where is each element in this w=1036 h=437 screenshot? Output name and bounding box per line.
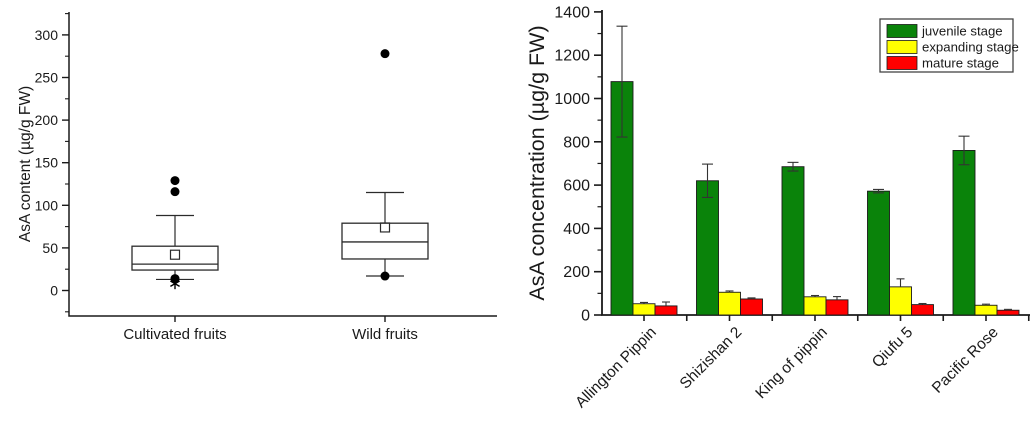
bar-expanding-5 bbox=[974, 304, 998, 316]
y-tick-label: 1400 bbox=[554, 4, 590, 21]
bar-expanding-2 bbox=[718, 291, 741, 316]
y-tick-label: 800 bbox=[563, 134, 590, 151]
bar-juvenile-5 bbox=[952, 150, 976, 316]
y-tick-label: 100 bbox=[35, 197, 59, 213]
bar-juvenile-3 bbox=[781, 166, 805, 316]
mean-marker bbox=[169, 249, 181, 260]
extreme-star-marker bbox=[170, 278, 180, 290]
bar-juvenile-4 bbox=[867, 190, 890, 316]
y-tick-label: 200 bbox=[35, 112, 59, 128]
y-tick-label: 200 bbox=[563, 264, 590, 281]
outlier-dot bbox=[380, 49, 390, 59]
legend-label: expanding stage bbox=[922, 40, 1019, 55]
y-tick-label: 600 bbox=[563, 178, 590, 195]
legend-swatch-expanding bbox=[886, 40, 918, 54]
y-tick-label: 250 bbox=[35, 70, 59, 86]
error-bar bbox=[662, 301, 670, 306]
error-bar bbox=[616, 25, 628, 138]
error-bar bbox=[918, 302, 927, 305]
axis-spines bbox=[68, 12, 497, 317]
y-tick-label: 1000 bbox=[554, 91, 590, 108]
legend-label: mature stage bbox=[922, 56, 999, 71]
error-bar bbox=[787, 161, 799, 172]
x-category-label: Qiufu 5 bbox=[869, 324, 916, 371]
bar-expanding-4 bbox=[889, 286, 912, 316]
y-tick-label: 0 bbox=[50, 283, 58, 299]
boxplot-chart: 0 50 100 150 200 250 300 Cultivated fruits Wild … bbox=[17, 12, 497, 343]
y-axis-label: AsA concentration (µg/g FW) bbox=[525, 25, 549, 300]
legend-swatch-juvenile bbox=[886, 24, 918, 38]
outlier-dot bbox=[380, 271, 390, 281]
legend-label: juvenile stage bbox=[921, 24, 1003, 39]
grouped-barchart: 0 200 400 600 800 1000 1200 1400 Allington Pippi… bbox=[525, 4, 1030, 412]
error-bar bbox=[982, 303, 990, 306]
y-tick-label: 150 bbox=[35, 155, 59, 171]
error-bar bbox=[702, 163, 713, 198]
error-bar bbox=[873, 188, 884, 194]
error-bar bbox=[896, 278, 905, 287]
iqr-box bbox=[341, 222, 429, 260]
y-tick-label: 300 bbox=[35, 27, 59, 43]
box-group-cultivated bbox=[131, 176, 219, 290]
legend-swatch-mature bbox=[886, 56, 918, 70]
bar-juvenile-2 bbox=[696, 180, 719, 316]
x-category-label: Allington Pippin bbox=[572, 324, 660, 412]
box-group-wild bbox=[341, 49, 429, 281]
x-category-label: Shizishan 2 bbox=[677, 324, 746, 393]
error-bar bbox=[725, 290, 734, 293]
outlier-dot bbox=[170, 187, 180, 197]
error-bar bbox=[811, 294, 819, 297]
error-bar bbox=[833, 296, 841, 300]
x-category-label: Pacific Rose bbox=[929, 324, 1002, 397]
bar-expanding-1 bbox=[632, 303, 656, 316]
bar-mature-2 bbox=[740, 298, 763, 316]
error-bar bbox=[958, 135, 970, 166]
y-tick-label: 50 bbox=[42, 240, 58, 256]
outlier-dot bbox=[170, 176, 180, 186]
y-tick-label: 0 bbox=[581, 308, 590, 325]
bar-mature-3 bbox=[825, 299, 849, 316]
bar-mature-1 bbox=[654, 305, 678, 316]
y-tick-label: 400 bbox=[563, 221, 590, 238]
mean-marker bbox=[379, 222, 391, 233]
error-bar bbox=[747, 297, 756, 299]
y-tick-label: 1200 bbox=[554, 48, 590, 65]
bar-mature-4 bbox=[911, 304, 934, 316]
x-category-label: King of pippin bbox=[752, 324, 830, 402]
error-bar bbox=[640, 301, 648, 304]
y-axis-label: AsA content (µg/g FW) bbox=[17, 86, 34, 242]
error-bar bbox=[1004, 308, 1012, 311]
bar-expanding-3 bbox=[803, 296, 827, 316]
bar-mature-5 bbox=[996, 309, 1020, 316]
x-category-label: Cultivated fruits bbox=[123, 326, 226, 343]
x-category-label: Wild fruits bbox=[352, 326, 418, 343]
